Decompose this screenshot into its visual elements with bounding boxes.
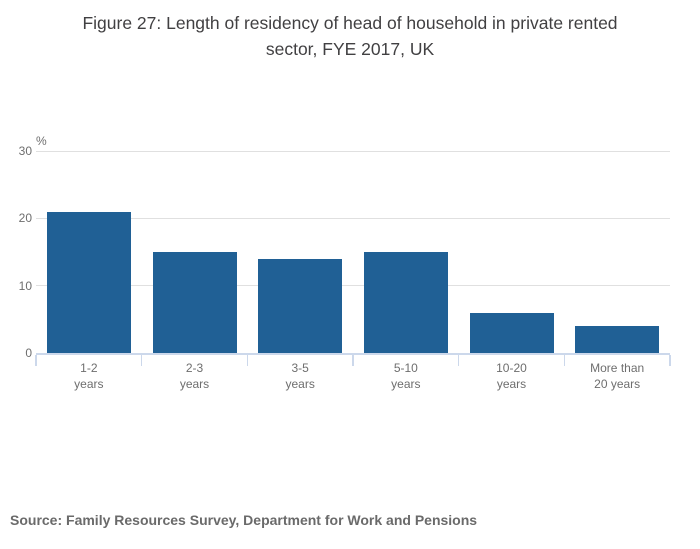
gridline-30 [36, 150, 670, 152]
x-cat-label-1-2-years: 1-2 years [74, 361, 104, 391]
x-cat-label-3-5-years: 3-5 years [285, 361, 315, 391]
x-cat-label-10-20-years: 10-20 years [496, 361, 527, 391]
y-tick-label-30: 30 [18, 144, 32, 158]
x-axis-tick-0 [35, 355, 37, 366]
x-axis-tick-3 [352, 355, 354, 366]
x-cat-label-more-than-20-years: More than 20 years [590, 361, 645, 391]
source-note: Source: Family Resources Survey, Departm… [10, 512, 478, 528]
bar-2-3-years [152, 252, 237, 353]
chart-title-line-2: sector, FYE 2017, UK [265, 39, 435, 59]
y-tick-label-0: 0 [25, 346, 32, 360]
y-tick-label-20: 20 [18, 211, 32, 226]
y-axis-unit-label: % [36, 134, 47, 148]
x-axis-tick-2 [246, 355, 249, 366]
bar-5-10-years [363, 252, 448, 353]
x-axis-tick-6 [669, 355, 671, 366]
bar-10-20-years [469, 312, 554, 353]
gridline-10 [36, 285, 670, 287]
x-axis-tick-1 [140, 355, 143, 366]
chart-title: Figure 27: Length of residency of head o… [0, 10, 700, 62]
x-cat-label-5-10-years: 5-10 years [391, 361, 421, 391]
x-cat-label-2-3-years: 2-3 years [179, 361, 210, 391]
y-tick-label-10: 10 [18, 278, 32, 293]
bar-more-than-20-years [575, 326, 660, 353]
x-axis-tick-4 [457, 355, 460, 366]
bar-1-2-years [46, 211, 131, 353]
gridline-20 [36, 217, 670, 219]
bar-3-5-years [258, 258, 343, 353]
chart-title-line-1: Figure 27: Length of residency of head o… [82, 13, 618, 33]
x-axis-line [36, 353, 670, 355]
x-axis-tick-5 [563, 355, 566, 366]
